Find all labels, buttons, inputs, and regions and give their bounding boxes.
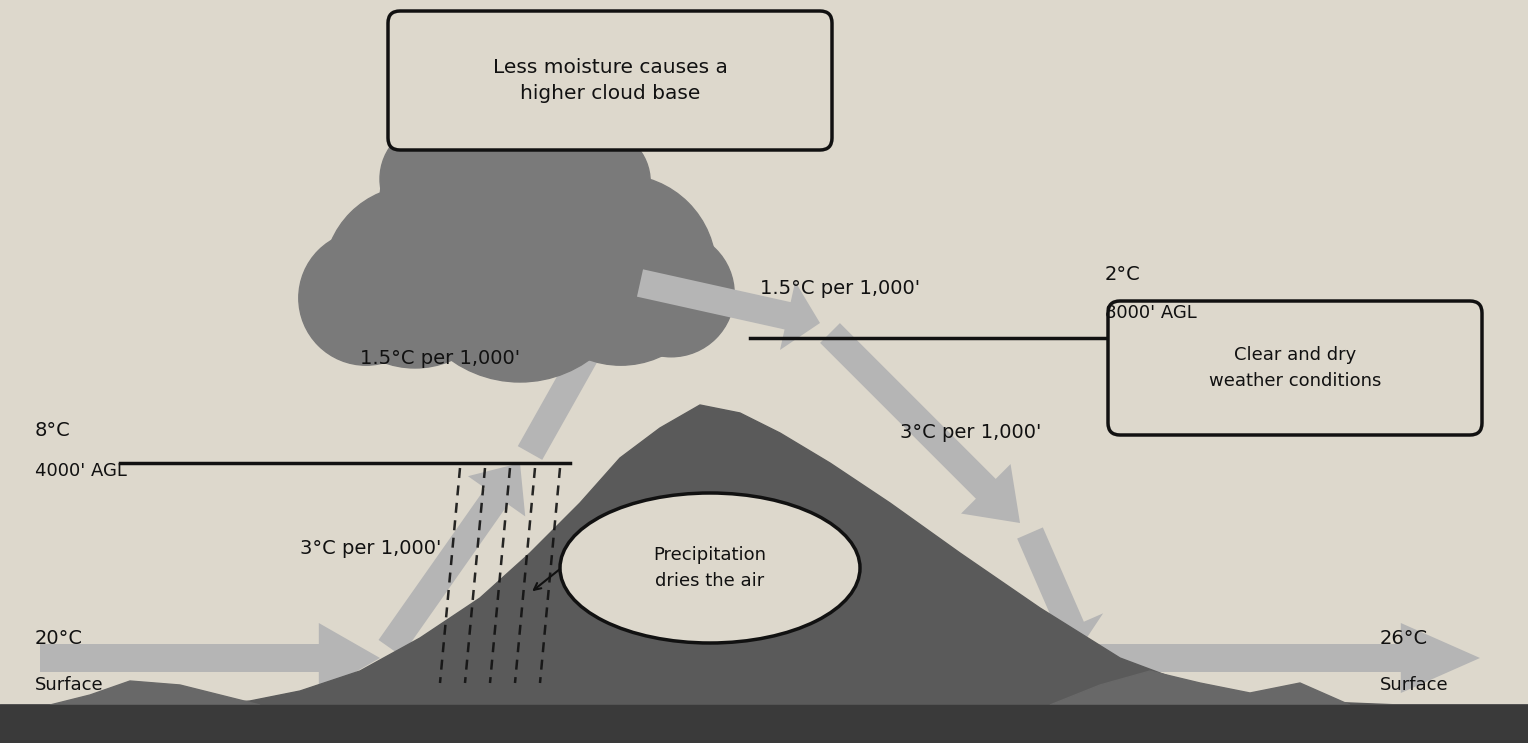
Text: 1.5°C per 1,000': 1.5°C per 1,000' (759, 279, 920, 297)
FancyArrow shape (379, 463, 526, 656)
Text: Surface: Surface (1380, 676, 1449, 694)
FancyBboxPatch shape (388, 11, 833, 150)
Circle shape (324, 186, 506, 368)
FancyArrow shape (821, 323, 1021, 523)
Text: 2°C: 2°C (1105, 265, 1141, 285)
Circle shape (544, 129, 651, 235)
Circle shape (380, 105, 570, 295)
Text: 20°C: 20°C (35, 629, 83, 647)
Text: 26°C: 26°C (1380, 629, 1429, 647)
Circle shape (608, 231, 733, 357)
Bar (0, 705, 1528, 743)
Circle shape (400, 144, 639, 382)
Circle shape (526, 175, 717, 366)
Text: 3°C per 1,000': 3°C per 1,000' (900, 424, 1042, 443)
Text: 8°C: 8°C (35, 421, 70, 441)
Polygon shape (1050, 671, 1351, 705)
FancyArrow shape (1018, 528, 1103, 648)
Text: Clear and dry
weather conditions: Clear and dry weather conditions (1209, 346, 1381, 389)
Polygon shape (50, 681, 260, 705)
Polygon shape (0, 405, 1528, 705)
Circle shape (299, 231, 434, 366)
Text: 3°C per 1,000': 3°C per 1,000' (299, 539, 442, 557)
FancyArrow shape (518, 293, 634, 460)
Ellipse shape (559, 493, 860, 643)
Text: Precipitation
dries the air: Precipitation dries the air (654, 547, 767, 589)
Text: Surface: Surface (35, 676, 104, 694)
FancyArrow shape (40, 623, 380, 693)
Text: 1.5°C per 1,000': 1.5°C per 1,000' (361, 348, 520, 368)
FancyBboxPatch shape (1108, 301, 1482, 435)
FancyArrow shape (637, 269, 821, 350)
Circle shape (380, 123, 492, 235)
Circle shape (475, 120, 643, 288)
Text: 8000' AGL: 8000' AGL (1105, 304, 1196, 322)
FancyArrow shape (1041, 623, 1481, 693)
Text: 4000' AGL: 4000' AGL (35, 462, 127, 480)
Text: Less moisture causes a
higher cloud base: Less moisture causes a higher cloud base (492, 58, 727, 103)
